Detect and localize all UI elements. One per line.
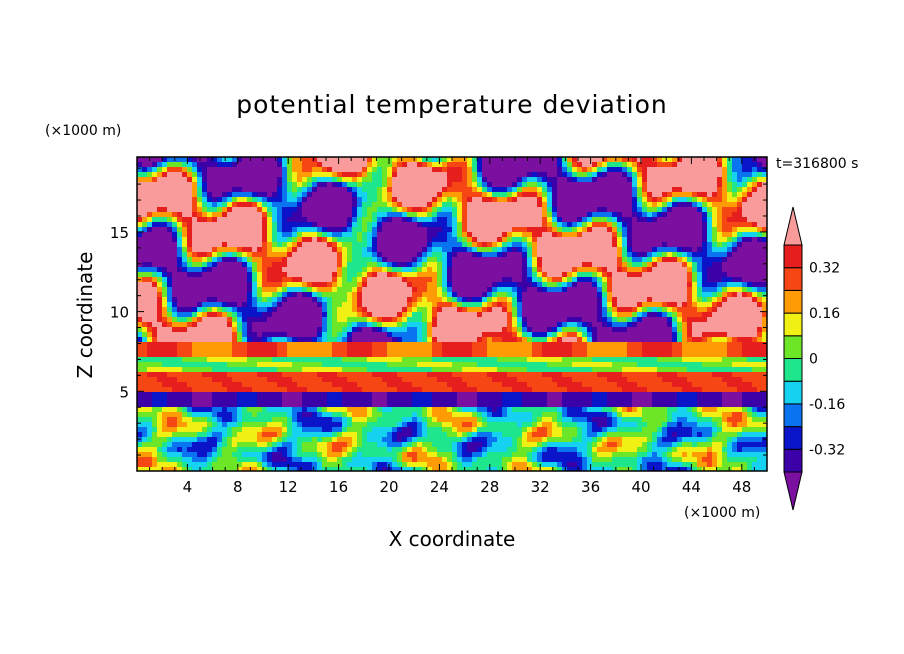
x-tick-label: 16 <box>329 478 348 496</box>
colorbar-segment <box>783 267 803 291</box>
y-axis-label: Z coordinate <box>73 252 97 379</box>
colorbar: -0.32 -0.16 0 0.16 0.32 <box>783 206 845 511</box>
colorbar-min-triangle <box>783 471 803 511</box>
colorbar-segment <box>783 380 803 405</box>
y-tick-label: 15 <box>110 224 129 242</box>
x-tick-label: 24 <box>430 478 449 496</box>
x-tick-label: 48 <box>732 478 751 496</box>
x-tick-label: 12 <box>279 478 298 496</box>
colorbar-max-triangle <box>783 206 803 246</box>
colorbar-label: -0.32 <box>809 442 845 458</box>
x-tick-label: 44 <box>682 478 701 496</box>
x-unit-label: (×1000 m) <box>684 505 760 521</box>
colorbar-label: 0.16 <box>809 306 840 322</box>
y-tick-label: 10 <box>110 304 129 322</box>
colorbar-segment <box>783 312 803 337</box>
time-label: t=316800 s <box>776 156 858 172</box>
colorbar-segment <box>783 289 803 314</box>
colorbar-segment <box>783 335 803 359</box>
chart-title: potential temperature deviation <box>236 90 667 119</box>
colorbar-segment <box>783 244 803 269</box>
x-tick-label: 40 <box>631 478 650 496</box>
colorbar-segment <box>783 426 803 450</box>
x-tick-label: 8 <box>233 478 243 496</box>
x-tick-label: 4 <box>183 478 193 496</box>
x-tick-label: 36 <box>581 478 600 496</box>
x-tick-label: 20 <box>379 478 398 496</box>
colorbar-segment <box>783 448 803 473</box>
colorbar-label: 0 <box>809 352 818 368</box>
x-axis-ticks: 4 8 12 16 20 24 28 32 36 40 44 48 <box>149 157 755 496</box>
y-unit-label: (×1000 m) <box>45 123 121 139</box>
contour-field <box>137 157 767 471</box>
y-axis-ticks: 5 10 15 <box>110 167 767 456</box>
colorbar-label: -0.16 <box>809 397 845 413</box>
y-tick-label: 5 <box>119 383 129 401</box>
colorbar-label: 0.32 <box>809 261 840 277</box>
x-axis-label: X coordinate <box>389 527 516 551</box>
x-tick-label: 32 <box>531 478 550 496</box>
x-tick-label: 28 <box>480 478 499 496</box>
colorbar-segment <box>783 403 803 428</box>
colorbar-segment <box>783 358 803 382</box>
